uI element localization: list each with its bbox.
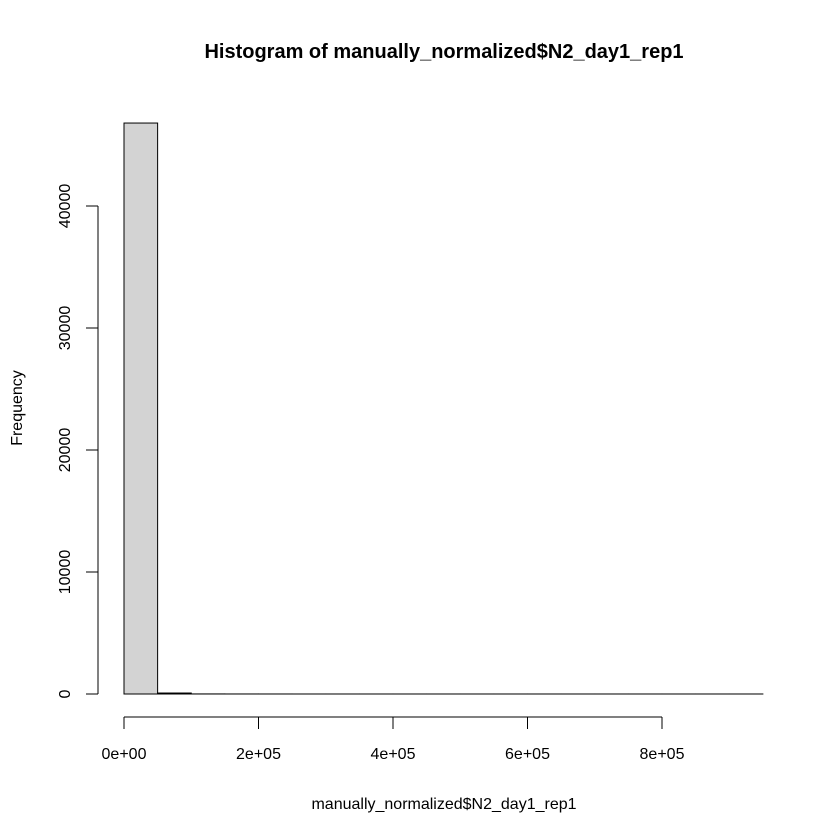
y-axis-label: Frequency xyxy=(9,370,26,446)
histogram-bar xyxy=(123,122,159,695)
x-tick-label: 8e+05 xyxy=(640,746,685,763)
x-axis-label: manually_normalized$N2_day1_rep1 xyxy=(311,796,576,813)
y-tick-label: 0 xyxy=(57,689,74,698)
chart-title: Histogram of manually_normalized$N2_day1… xyxy=(204,41,683,63)
x-tick-label: 0e+00 xyxy=(102,746,147,763)
y-tick-label: 10000 xyxy=(57,550,74,595)
x-axis: 0e+00 2e+05 4e+05 6e+05 8e+05 xyxy=(102,716,685,763)
x-tick-label: 4e+05 xyxy=(371,746,416,763)
y-axis: 0 10000 20000 30000 40000 xyxy=(57,184,99,698)
histogram-bar xyxy=(157,692,192,695)
y-tick-label: 30000 xyxy=(57,306,74,351)
x-tick-label: 2e+05 xyxy=(236,746,281,763)
y-tick-label: 40000 xyxy=(57,184,74,229)
x-tick-label: 6e+05 xyxy=(505,746,550,763)
y-tick-label: 20000 xyxy=(57,428,74,473)
histogram-bars xyxy=(123,122,764,695)
